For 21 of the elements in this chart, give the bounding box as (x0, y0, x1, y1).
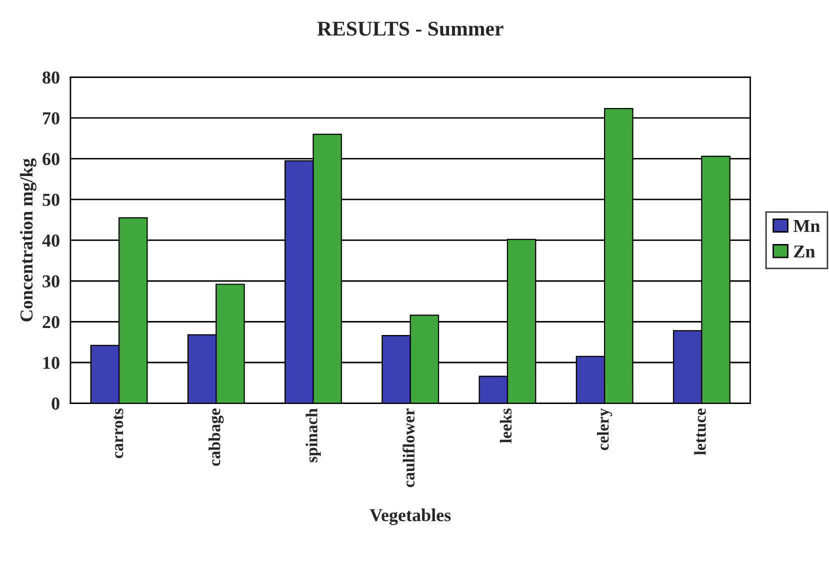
y-tick-label: 30 (42, 275, 60, 288)
x-tick-label: carrots (114, 408, 124, 458)
y-tick-label: 50 (42, 194, 60, 206)
y-tick-label: 40 (42, 234, 60, 247)
y-tick-label: 10 (43, 356, 60, 369)
x-tick-label: spinach (306, 408, 321, 462)
y-tick-label: 60 (42, 152, 60, 166)
x-tick-label: cauliflower (402, 408, 415, 488)
y-tick-label: 70 (43, 112, 60, 124)
y-tick-label: 0 (52, 398, 60, 410)
legend-label: Zn (794, 246, 815, 258)
legend-label: Mn (793, 220, 820, 232)
x-axis-title: Vegetables (370, 508, 451, 526)
y-axis-title: Concentration mg/kg (20, 158, 36, 322)
chart-title: RESULTS - Summer (317, 22, 504, 36)
x-tick-label: leeks (500, 408, 512, 443)
x-tick-label: celery (596, 408, 612, 450)
x-tick-label: lettuce (694, 408, 706, 455)
y-tick-label: 20 (42, 316, 60, 328)
x-tick-label: cabbage (208, 408, 224, 466)
y-tick-label: 80 (42, 71, 60, 84)
